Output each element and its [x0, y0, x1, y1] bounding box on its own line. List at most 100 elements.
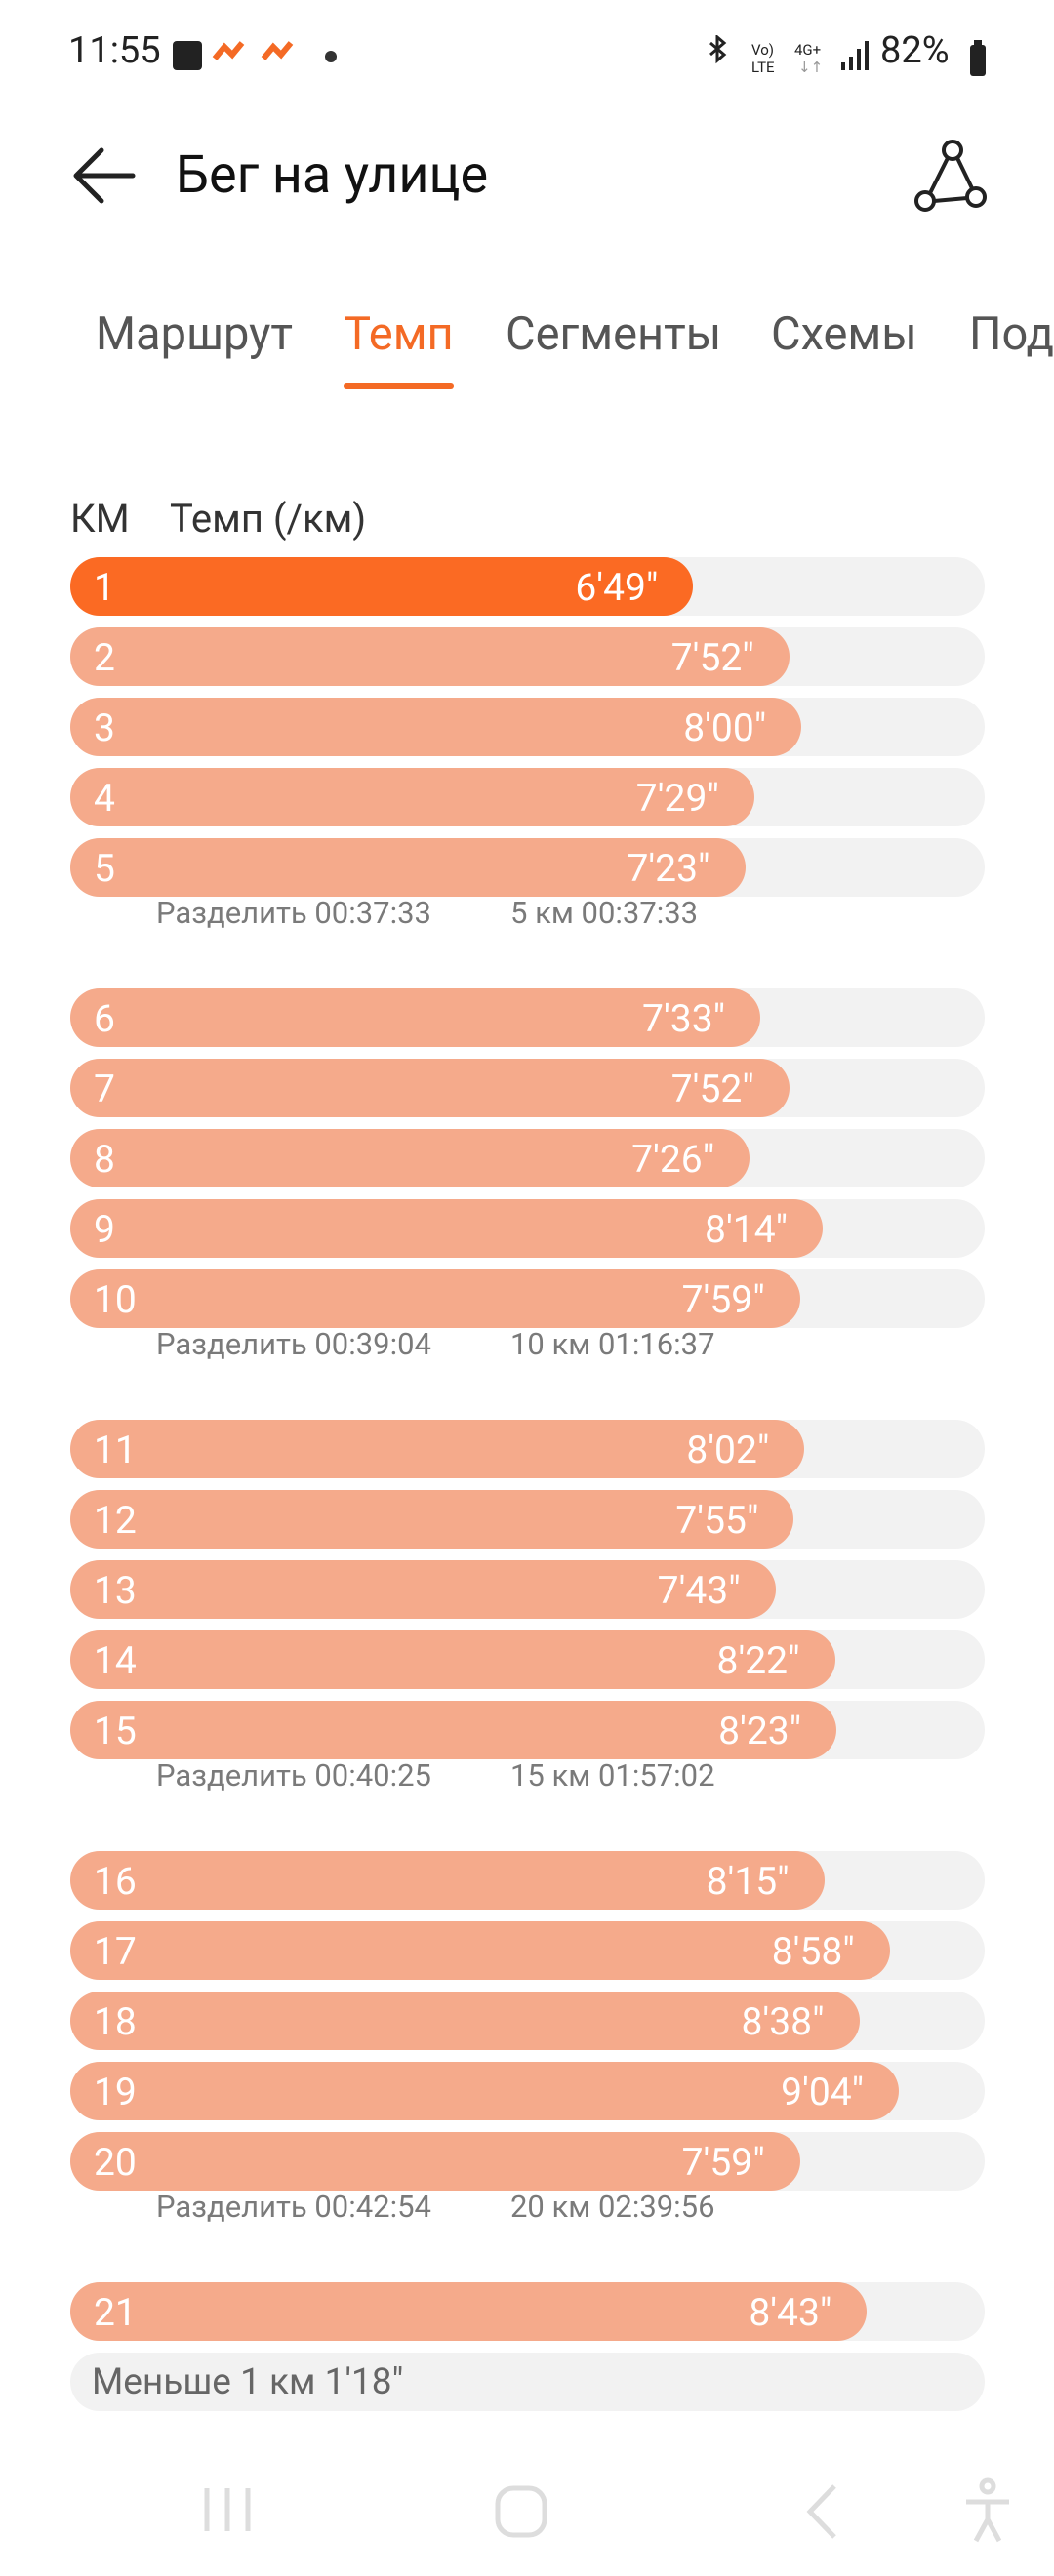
column-header: КМ [70, 496, 130, 542]
pace-bar: 4 7'29" [70, 768, 754, 827]
km-label: 17 [94, 1929, 137, 1975]
pace-label: 6'49" [575, 565, 659, 610]
split-total: 10 км 01:16:37 [510, 1326, 715, 1362]
pace-bar: 13 7'43" [70, 1560, 776, 1620]
km-label: 7 [94, 1067, 115, 1112]
battery-text: 82% [880, 29, 950, 72]
pace-row: 18 8'38" [70, 1992, 985, 2051]
pace-label: 7'23" [627, 846, 710, 892]
km-label: 4 [94, 776, 115, 822]
km-label: 10 [94, 1277, 137, 1323]
pace-row: 6 7'33" [70, 988, 985, 1047]
km-label: 3 [94, 705, 115, 751]
split-total: 20 км 02:39:56 [510, 2189, 715, 2225]
km-label: 16 [94, 1859, 137, 1904]
pace-label: 8'23" [718, 1709, 802, 1754]
battery-icon [970, 40, 986, 76]
pace-row: 20 7'59" [70, 2132, 985, 2192]
clock: 11:55 [68, 29, 161, 72]
tab-indicator [344, 383, 454, 389]
km-label: 8 [94, 1137, 115, 1183]
pace-bar: 7 7'52" [70, 1059, 790, 1118]
pace-label: 9'04" [781, 2070, 865, 2115]
pace-bar: 20 7'59" [70, 2132, 800, 2192]
pace-label: 7'43" [657, 1568, 741, 1614]
pace-label: 8'38" [741, 1999, 825, 2045]
km-label: 11 [94, 1428, 137, 1472]
pace-bar: 19 9'04" [70, 2062, 900, 2121]
pace-row: 12 7'55" [70, 1490, 985, 1550]
pace-label: 8'22" [716, 1638, 800, 1684]
pace-bar: 8 7'26" [70, 1129, 750, 1188]
split-time: Разделить 00:42:54 [156, 2189, 431, 2225]
pace-label: 7'26" [631, 1137, 715, 1183]
tab[interactable]: Сегменты [506, 307, 722, 361]
svg-text:Vo): Vo) [751, 41, 774, 59]
km-label: 21 [94, 2290, 137, 2335]
km-label: 15 [94, 1709, 137, 1754]
pace-row: 11 8'02" [70, 1420, 985, 1478]
split-total: 5 км 00:37:33 [510, 895, 699, 931]
remainder-label: Меньше 1 км 1'18" [92, 2361, 404, 2404]
pace-row: 15 8'23" [70, 1701, 985, 1760]
pace-bar: 2 7'52" [70, 627, 790, 687]
pace-bar: 3 8'00" [70, 698, 802, 757]
svg-text:↓↑: ↓↑ [798, 59, 823, 76]
tab-bar: Маршрут Темп Сегменты Схемы Под [0, 307, 1054, 395]
nav-bar [204, 2477, 1009, 2543]
pace-label: 7'59" [681, 2140, 765, 2186]
split-time: Разделить 00:40:25 [156, 1757, 431, 1793]
pace-bar: 10 7'59" [70, 1269, 800, 1329]
status-icons [173, 41, 337, 70]
pace-bar: 6 7'33" [70, 988, 761, 1047]
pace-label: 7'33" [642, 996, 726, 1041]
pace-label: 7'55" [675, 1498, 759, 1544]
pace-row: 21 8'43" [70, 2282, 985, 2341]
back-button[interactable] [70, 144, 139, 207]
km-label: 18 [94, 1999, 137, 2045]
pace-label: 8'00" [683, 705, 767, 751]
tab[interactable]: Под [969, 307, 1054, 361]
pace-bar: 18 8'38" [70, 1992, 860, 2051]
split-time: Разделить 00:37:33 [156, 895, 431, 931]
pace-label: 7'29" [635, 776, 719, 822]
column-header: Темп (/км) [170, 496, 367, 542]
split-total: 15 км 01:57:02 [510, 1757, 715, 1793]
pace-label: 8'14" [705, 1207, 789, 1253]
pace-bar: 11 8'02" [70, 1420, 805, 1478]
km-label: 19 [94, 2070, 137, 2115]
km-label: 2 [94, 635, 115, 681]
pace-label: 8'02" [686, 1428, 770, 1472]
tab[interactable]: Маршрут [96, 307, 293, 361]
pace-bar: 5 7'23" [70, 838, 746, 898]
pace-bar: 14 8'22" [70, 1630, 835, 1690]
pace-row: 10 7'59" [70, 1269, 985, 1329]
pace-label: 8'43" [749, 2290, 832, 2335]
km-label: 13 [94, 1568, 137, 1614]
pace-row: 9 8'14" [70, 1199, 985, 1259]
km-label: 20 [94, 2140, 137, 2186]
route-button[interactable] [913, 139, 988, 213]
page-title: Бег на улице [176, 144, 489, 206]
pace-bar: 1 6'49" [70, 557, 694, 616]
pace-label: 8'58" [771, 1929, 855, 1975]
pace-bar: 21 8'43" [70, 2282, 868, 2341]
tab[interactable]: Схемы [771, 307, 917, 361]
pace-row: 7 7'52" [70, 1059, 985, 1118]
km-label: 1 [94, 565, 115, 610]
remainder-row: Меньше 1 км 1'18" [70, 2353, 985, 2412]
pace-bar: 15 8'23" [70, 1701, 837, 1760]
pace-row: 14 8'22" [70, 1630, 985, 1690]
pace-bar: 12 7'55" [70, 1490, 794, 1550]
km-label: 14 [94, 1638, 137, 1684]
pace-row: 13 7'43" [70, 1560, 985, 1620]
tab[interactable]: Темп [344, 307, 454, 361]
pace-row: 8 7'26" [70, 1129, 985, 1188]
pace-row: 16 8'15" [70, 1851, 985, 1910]
signal-icons: Vo)LTE 4G+↓↑ [709, 35, 869, 76]
km-label: 5 [94, 846, 115, 892]
svg-text:LTE: LTE [751, 59, 775, 76]
split-time: Разделить 00:39:04 [156, 1326, 431, 1362]
pace-row: 5 7'23" [70, 838, 985, 898]
